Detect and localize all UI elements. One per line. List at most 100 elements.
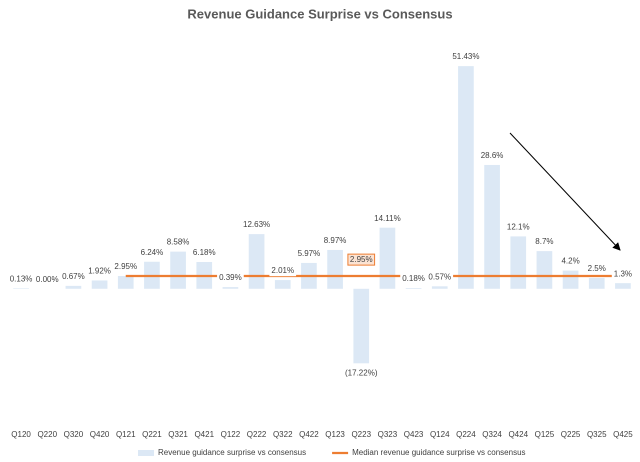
data-label: 0.57%	[428, 272, 451, 281]
data-label: 2.95%	[114, 262, 137, 271]
data-label-group: 14.11%	[372, 212, 403, 224]
data-label: 0.67%	[62, 272, 85, 281]
data-label-group: 2.95%	[112, 261, 140, 273]
data-label: 6.18%	[193, 248, 216, 257]
bar	[615, 283, 631, 289]
data-label-bg	[164, 236, 192, 248]
legend-label: Median revenue guidance surprise vs cons…	[352, 448, 525, 457]
data-label-bg	[7, 273, 35, 285]
data-label-group: 0.57%	[426, 271, 454, 283]
data-label-group: 5.97%	[295, 248, 323, 260]
data-label: 0.39%	[219, 273, 242, 282]
data-label: 2.95%	[350, 255, 373, 264]
data-label: 1.92%	[88, 267, 111, 276]
data-label-bg	[190, 247, 218, 259]
x-tick-label: Q225	[561, 430, 581, 439]
data-label-group: 1.92%	[86, 265, 113, 277]
data-label-bg	[295, 248, 323, 260]
x-tick-label: Q320	[64, 430, 84, 439]
data-label-bg	[426, 271, 454, 283]
data-label-bg	[138, 246, 166, 258]
data-label-group: 28.6%	[478, 150, 506, 162]
bar	[91, 280, 108, 289]
data-label-group: 6.24%	[138, 246, 166, 258]
bar	[431, 286, 448, 289]
x-tick-label: Q120	[11, 430, 31, 439]
bar	[327, 249, 343, 289]
data-label: 28.6%	[481, 151, 504, 160]
data-label-group: 4.2%	[559, 255, 582, 267]
bar	[13, 288, 29, 289]
data-label-group: 6.18%	[190, 247, 218, 259]
data-label: 2.5%	[588, 264, 606, 273]
data-label: (17.22%)	[345, 368, 378, 377]
chart-title: Revenue Guidance Surprise vs Consensus	[187, 6, 452, 21]
data-label-group: 1.3%	[611, 268, 635, 280]
data-label-bg	[269, 265, 297, 277]
data-label-bg	[241, 219, 273, 231]
data-label-bg	[611, 268, 635, 280]
data-label-bg	[372, 212, 403, 224]
data-label-bg	[533, 236, 556, 248]
data-label-bg	[347, 253, 376, 266]
x-tick-label: Q324	[482, 430, 502, 439]
data-label-group: (17.22%)	[343, 367, 380, 379]
data-label: 0.18%	[402, 274, 425, 283]
x-tick-label: Q325	[587, 430, 607, 439]
bar	[458, 66, 474, 289]
x-tick-label: Q124	[430, 430, 450, 439]
data-label: 14.11%	[374, 214, 401, 223]
bar	[222, 287, 239, 289]
data-label-group: 2.01%	[269, 265, 297, 277]
legend-label: Revenue guidance surprise vs consensus	[158, 448, 306, 457]
data-label-group: 0.00%	[33, 273, 61, 285]
data-label: 6.24%	[141, 248, 164, 257]
bar	[536, 251, 553, 289]
data-label-group: 2.95%	[347, 253, 376, 266]
data-label-group: 0.67%	[60, 270, 87, 282]
x-tick-label: Q425	[613, 430, 633, 439]
data-label: 12.1%	[507, 223, 530, 232]
data-label: 1.3%	[614, 269, 632, 278]
trend-arrow	[509, 132, 621, 251]
data-label-bg	[33, 273, 61, 285]
data-label-bg	[112, 261, 140, 273]
x-tick-label: Q420	[90, 430, 110, 439]
data-label: 0.13%	[10, 274, 33, 283]
data-label-bg	[585, 263, 608, 275]
data-label-bg	[504, 221, 532, 233]
x-tick-label: Q224	[456, 430, 476, 439]
x-tick-label: Q223	[351, 430, 371, 439]
data-label: 8.97%	[324, 236, 347, 245]
bar	[379, 227, 396, 289]
bar	[248, 234, 265, 289]
data-label-group: 0.18%	[400, 273, 427, 285]
data-label-bg	[321, 235, 349, 247]
bar	[274, 280, 291, 289]
x-tick-label: Q222	[247, 430, 267, 439]
data-label-bg	[450, 51, 482, 63]
data-label-group: 8.58%	[164, 236, 192, 248]
bar	[510, 236, 527, 289]
data-label-group: 2.5%	[585, 263, 608, 275]
x-tick-label: Q221	[142, 430, 162, 439]
data-label: 4.2%	[561, 257, 579, 266]
x-tick-label: Q321	[168, 430, 188, 439]
data-label: 8.7%	[535, 237, 553, 246]
data-label-group: 0.39%	[217, 272, 244, 284]
data-label: 51.43%	[452, 52, 479, 61]
data-label-bg	[478, 150, 506, 162]
data-label: 12.63%	[243, 220, 270, 229]
bar	[405, 288, 422, 289]
data-label-bg	[86, 265, 113, 277]
bar	[65, 285, 82, 289]
x-tick-label: Q424	[508, 430, 528, 439]
x-tick-label: Q322	[273, 430, 293, 439]
x-tick-label: Q220	[37, 430, 57, 439]
x-tick-label: Q423	[404, 430, 424, 439]
data-label-group: 8.97%	[321, 235, 349, 247]
data-label-bg	[217, 272, 244, 284]
bar	[562, 270, 579, 289]
bar	[588, 277, 605, 289]
